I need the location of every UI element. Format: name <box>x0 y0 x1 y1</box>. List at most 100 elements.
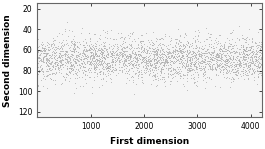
Point <box>109 52 114 54</box>
Point <box>110 53 114 55</box>
Point <box>71 58 76 60</box>
Point <box>197 41 202 44</box>
Point <box>103 36 107 39</box>
Point <box>224 53 228 56</box>
Point <box>47 73 51 75</box>
Point <box>257 62 261 65</box>
Point <box>144 57 148 59</box>
Point <box>83 52 87 55</box>
Point <box>102 57 106 60</box>
Point <box>153 77 157 80</box>
Point <box>180 55 184 57</box>
Point <box>211 54 215 57</box>
Point <box>237 60 241 63</box>
Point <box>100 77 105 79</box>
Point <box>160 48 164 50</box>
Point <box>192 59 197 62</box>
Point <box>154 53 159 55</box>
Point <box>249 47 253 49</box>
Point <box>196 58 200 60</box>
Point <box>127 62 131 64</box>
Point <box>227 42 232 44</box>
Point <box>211 63 216 66</box>
Point <box>90 58 94 60</box>
Point <box>250 50 254 52</box>
Point <box>96 63 101 65</box>
Point <box>131 57 135 59</box>
Point <box>157 43 162 46</box>
Point <box>225 64 229 66</box>
Point <box>122 54 127 56</box>
Point <box>213 61 218 64</box>
Point <box>47 59 51 62</box>
Point <box>153 52 158 54</box>
Point <box>229 31 234 33</box>
Point <box>137 55 142 57</box>
Point <box>122 63 127 66</box>
Point <box>72 44 77 46</box>
Point <box>220 49 224 52</box>
Point <box>203 62 207 65</box>
Point <box>196 73 200 75</box>
Point <box>168 40 172 42</box>
Point <box>152 60 156 63</box>
Point <box>167 67 172 70</box>
Point <box>256 70 260 72</box>
Point <box>77 75 81 78</box>
Point <box>257 61 262 63</box>
Point <box>244 50 248 53</box>
Point <box>188 69 192 72</box>
Point <box>113 51 117 53</box>
Point <box>104 55 108 57</box>
Point <box>80 62 85 65</box>
Point <box>234 74 238 76</box>
Point <box>164 67 168 69</box>
Point <box>134 53 138 56</box>
Point <box>179 45 184 47</box>
Point <box>46 45 51 48</box>
Point <box>254 65 258 67</box>
Point <box>85 73 90 76</box>
Point <box>247 70 251 72</box>
Point <box>213 54 217 57</box>
Point <box>182 43 187 46</box>
Point <box>116 57 120 59</box>
Point <box>87 60 91 62</box>
Point <box>179 51 183 53</box>
Point <box>172 49 176 52</box>
Point <box>200 51 204 54</box>
Point <box>214 37 218 39</box>
Point <box>51 65 55 67</box>
Point <box>194 60 198 63</box>
Point <box>195 80 199 83</box>
Point <box>117 69 121 72</box>
Point <box>87 45 91 48</box>
Point <box>83 57 87 59</box>
Point <box>175 49 179 51</box>
Point <box>189 44 193 47</box>
Point <box>158 58 162 60</box>
Point <box>237 52 242 55</box>
Point <box>42 48 46 50</box>
Point <box>214 46 218 48</box>
Point <box>52 48 56 51</box>
Point <box>213 85 217 87</box>
Point <box>184 64 188 66</box>
Point <box>140 56 144 59</box>
Point <box>146 49 150 51</box>
Point <box>54 51 58 53</box>
Point <box>226 65 230 67</box>
Point <box>197 55 201 58</box>
Point <box>97 49 101 51</box>
Point <box>206 60 211 62</box>
Point <box>202 67 206 69</box>
Point <box>82 49 86 51</box>
Point <box>139 71 143 73</box>
Point <box>104 53 108 56</box>
Point <box>61 63 65 65</box>
Point <box>161 48 165 50</box>
Point <box>72 65 76 67</box>
Point <box>136 70 141 72</box>
Point <box>52 58 57 60</box>
Point <box>98 73 103 75</box>
